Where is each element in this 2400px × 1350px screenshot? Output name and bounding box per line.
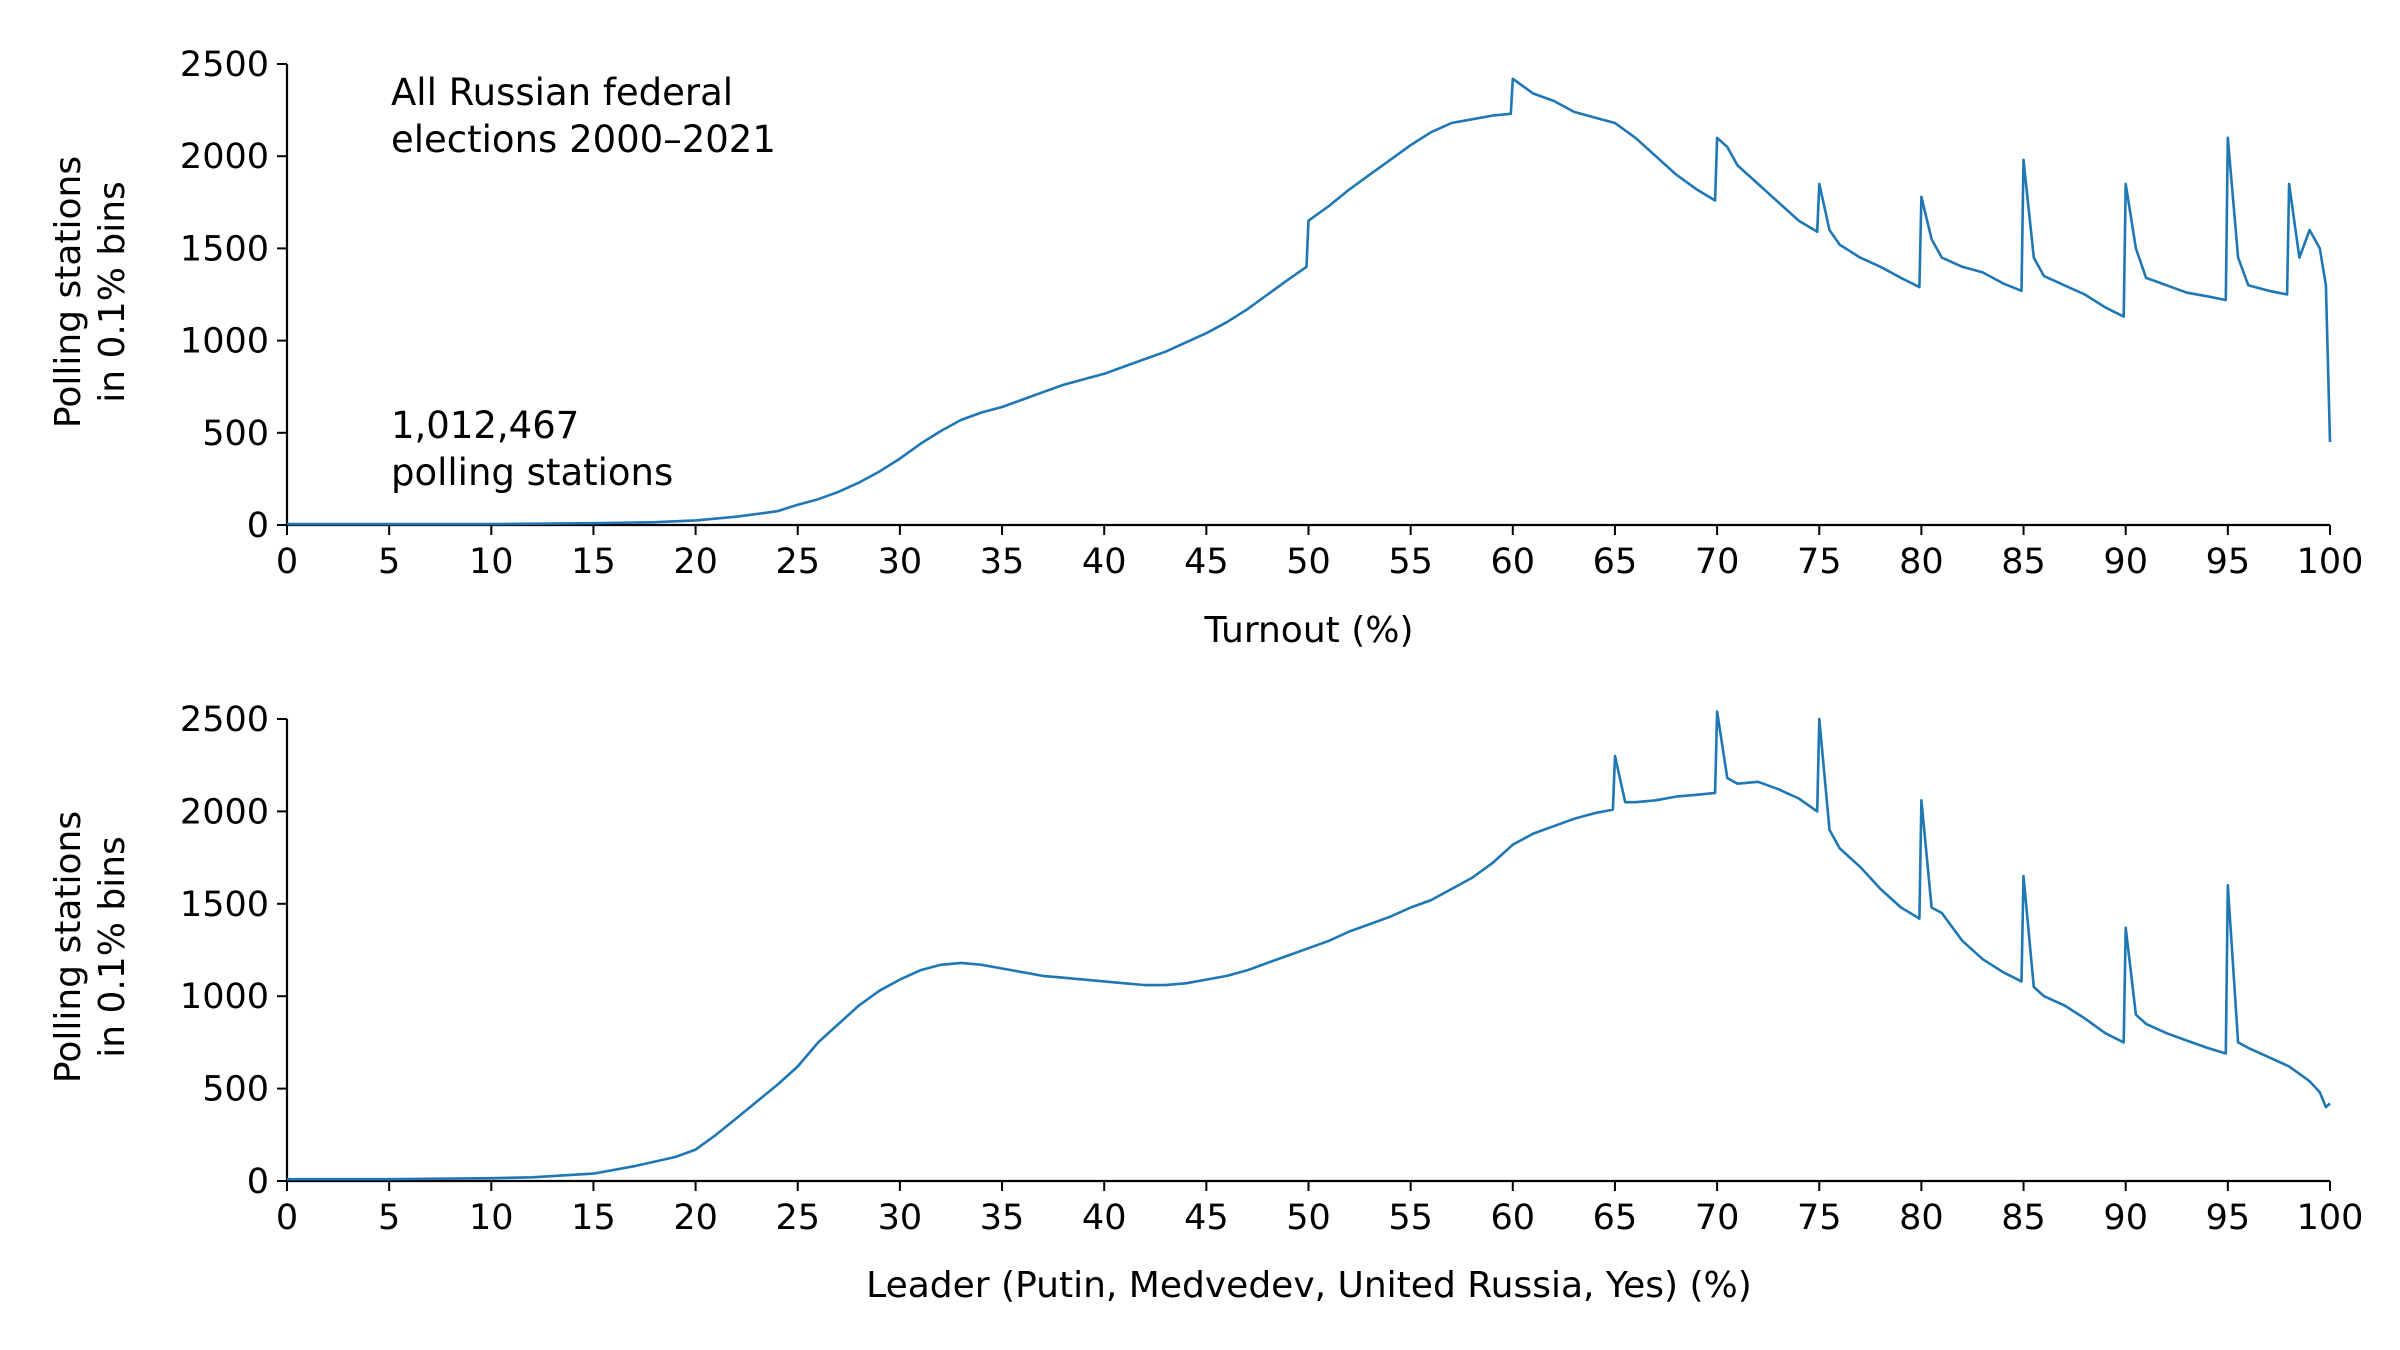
leader-x-tick-label: 75 [1797, 1198, 1842, 1238]
turnout-y-axis-label-line2: in 0.1% bins [92, 181, 133, 403]
leader-x-tick-label: 50 [1286, 1198, 1331, 1238]
leader-x-tick-label: 25 [775, 1198, 820, 1238]
leader-x-tick-label: 10 [469, 1198, 514, 1238]
leader-x-tick-label: 60 [1491, 1198, 1536, 1238]
turnout-x-tick-label: 40 [1082, 542, 1127, 582]
turnout-series-line [287, 77, 2332, 526]
leader-x-tick-label: 90 [2103, 1198, 2148, 1238]
turnout-chart: 0 5 10 15 20 25 30 35 40 45 50 55 60 65 70 75 80 85 90 95 10… [48, 45, 2363, 651]
turnout-x-tick-label: 50 [1286, 542, 1331, 582]
leader-y-tick-label: 1000 [180, 977, 269, 1017]
leader-y-axis-label-line2: in 0.1% bins [92, 836, 133, 1058]
leader-x-tick-label: 95 [2206, 1198, 2251, 1238]
leader-x-ticks: 0 5 10 15 20 25 30 35 40 45 50 55 60 65 70 75 80 85 90 95 10… [276, 1181, 2364, 1238]
leader-line-layer [287, 710, 2331, 1181]
leader-x-tick-label: 15 [571, 1198, 616, 1238]
turnout-x-tick-label: 95 [2206, 542, 2251, 582]
leader-y-axis-label-line1: Polling stations [48, 811, 89, 1083]
turnout-y-tick-label: 500 [202, 414, 269, 454]
turnout-x-ticks: 0 5 10 15 20 25 30 35 40 45 50 55 60 65 70 75 80 85 90 95 10… [276, 525, 2364, 582]
turnout-x-tick-label: 60 [1491, 542, 1536, 582]
turnout-y-axis-label-line1: Polling stations [48, 156, 89, 428]
turnout-y-tick-label: 1000 [180, 322, 269, 362]
turnout-x-tick-label: 10 [469, 542, 514, 582]
leader-x-tick-label: 20 [673, 1198, 718, 1238]
turnout-x-tick-label: 55 [1388, 542, 1433, 582]
turnout-x-tick-label: 100 [2297, 542, 2364, 582]
turnout-x-tick-label: 70 [1695, 542, 1740, 582]
elections-annotation-line1: All Russian federal [391, 71, 733, 114]
turnout-x-tick-label: 35 [980, 542, 1025, 582]
turnout-x-tick-label: 65 [1593, 542, 1638, 582]
leader-x-tick-label: 100 [2297, 1198, 2364, 1238]
leader-axes [285, 719, 2330, 1183]
turnout-x-tick-label: 85 [2001, 542, 2046, 582]
turnout-y-ticks: 0 500 1000 1500 2000 2500 [180, 45, 287, 546]
turnout-y-tick-label: 0 [247, 506, 269, 546]
turnout-x-tick-label: 45 [1184, 542, 1229, 582]
turnout-x-tick-label: 0 [276, 542, 298, 582]
leader-x-tick-label: 30 [878, 1198, 923, 1238]
leader-x-tick-label: 65 [1593, 1198, 1638, 1238]
leader-x-tick-label: 40 [1082, 1198, 1127, 1238]
leader-x-tick-label: 85 [2001, 1198, 2046, 1238]
leader-x-tick-label: 55 [1388, 1198, 1433, 1238]
leader-x-axis-label: Leader (Putin, Medvedev, United Russia, … [866, 1265, 1752, 1306]
turnout-x-tick-label: 15 [571, 542, 616, 582]
elections-annotation-line2: elections 2000–2021 [391, 118, 776, 161]
leader-x-tick-label: 0 [276, 1198, 298, 1238]
turnout-line-layer [287, 77, 2332, 526]
turnout-x-tick-label: 75 [1797, 542, 1842, 582]
turnout-x-tick-label: 5 [378, 542, 400, 582]
turnout-x-tick-label: 80 [1899, 542, 1944, 582]
leader-y-tick-label: 0 [247, 1162, 269, 1202]
turnout-x-tick-label: 90 [2103, 542, 2148, 582]
station-count-annotation-line1: 1,012,467 [391, 404, 579, 447]
turnout-x-tick-label: 20 [673, 542, 718, 582]
turnout-y-tick-label: 1500 [180, 229, 269, 269]
leader-x-tick-label: 45 [1184, 1198, 1229, 1238]
leader-y-tick-label: 2500 [180, 700, 269, 740]
leader-series-line [287, 710, 2331, 1181]
leader-y-tick-label: 1500 [180, 885, 269, 925]
leader-y-tick-label: 500 [202, 1070, 269, 1110]
leader-y-ticks: 0 500 1000 1500 2000 2500 [180, 700, 287, 1202]
leader-x-tick-label: 5 [378, 1198, 400, 1238]
turnout-y-tick-label: 2000 [180, 137, 269, 177]
turnout-x-tick-label: 25 [775, 542, 820, 582]
station-count-annotation-line2: polling stations [391, 451, 673, 494]
turnout-y-tick-label: 2500 [180, 45, 269, 85]
leader-chart: 0 5 10 15 20 25 30 35 40 45 50 55 60 65 70 75 80 85 90 95 10… [48, 700, 2363, 1306]
leader-x-tick-label: 70 [1695, 1198, 1740, 1238]
turnout-x-tick-label: 30 [878, 542, 923, 582]
leader-x-tick-label: 35 [980, 1198, 1025, 1238]
leader-y-tick-label: 2000 [180, 792, 269, 832]
leader-x-tick-label: 80 [1899, 1198, 1944, 1238]
turnout-x-axis-label: Turnout (%) [1203, 610, 1413, 651]
